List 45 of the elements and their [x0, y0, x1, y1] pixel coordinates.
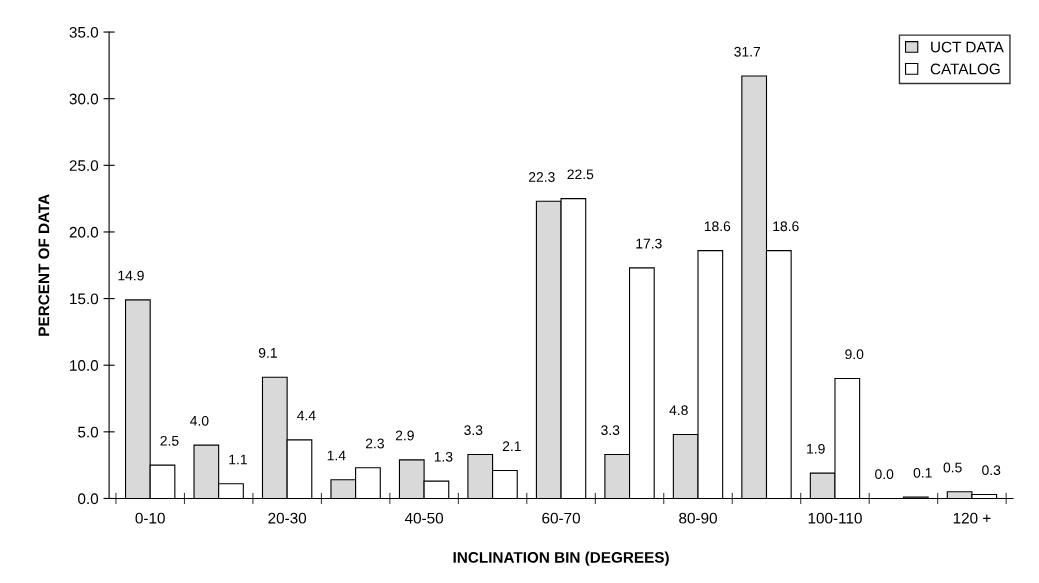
data-label: 2.9: [395, 430, 414, 441]
data-label: 1.1: [229, 454, 247, 465]
y-tick-label: 0.0: [78, 493, 99, 505]
y-tick-label: 10.0: [70, 360, 99, 371]
y-tick-label: 30.0: [69, 93, 99, 105]
x-tick-label: 100-110: [808, 512, 862, 524]
data-label: 18.6: [773, 221, 799, 232]
data-label: 18.6: [704, 221, 731, 232]
data-label: 22.3: [528, 172, 555, 182]
y-tick-label: 20.0: [69, 226, 99, 238]
data-label: 1.4: [327, 450, 346, 461]
x-tick-label: 120 +: [953, 512, 991, 524]
data-label: 22.5: [567, 169, 594, 180]
x-tick-label: 0-10: [135, 512, 165, 524]
data-label: 14.9: [118, 270, 144, 281]
data-label: 4.8: [669, 405, 688, 416]
legend-label: UCT DATA: [931, 41, 1004, 53]
data-label: 9.1: [258, 347, 277, 358]
x-tick-label: 60-70: [542, 512, 580, 524]
y-tick-label: 25.0: [69, 160, 99, 172]
y-tick-label: 15.0: [70, 293, 99, 305]
data-label: 0.1: [913, 467, 932, 478]
legend-label: CATALOG: [930, 63, 1000, 75]
data-label: 0.0: [875, 469, 894, 480]
x-axis-title: INCLINATION BIN (DEGREES): [453, 551, 669, 566]
data-label: 9.0: [845, 349, 864, 360]
data-label: 4.4: [297, 410, 316, 421]
y-tick-label: 35.0: [69, 26, 99, 38]
data-label: 1.9: [807, 443, 825, 454]
data-label: 0.3: [982, 465, 1001, 476]
data-label: 0.5: [943, 462, 962, 473]
data-label: 31.7: [734, 46, 761, 57]
data-label: 17.3: [636, 238, 662, 249]
y-tick-label: 5.0: [78, 426, 99, 438]
data-label: 2.3: [365, 438, 384, 449]
data-label: 2.1: [502, 441, 521, 451]
x-tick-label: 20-30: [268, 512, 307, 524]
data-label: 3.3: [601, 425, 620, 436]
data-label: 2.5: [160, 435, 179, 446]
x-tick-label: 40-50: [404, 512, 444, 524]
data-label: 3.3: [464, 425, 483, 436]
y-axis-title: PERCENT OF DATA: [38, 194, 50, 336]
x-tick-label: 80-90: [679, 512, 717, 524]
data-label: 4.0: [190, 415, 209, 426]
data-label: 1.3: [434, 451, 453, 462]
